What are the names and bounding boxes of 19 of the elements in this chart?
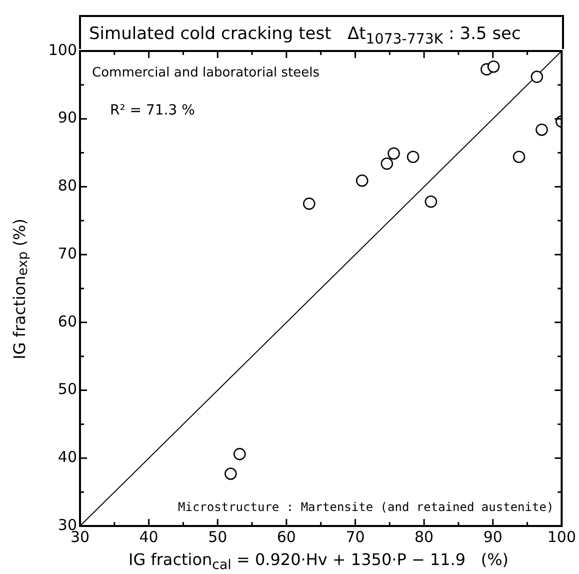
x-tick-label: 50 — [208, 528, 228, 546]
y-tick-label: 80 — [58, 176, 77, 195]
x-tick-label: 60 — [276, 528, 296, 546]
chart-title: Simulated cold cracking test Δt$_{1073-773K}$ : 3.5 sec — [79, 15, 564, 49]
y-tick-label: 50 — [58, 380, 77, 398]
y-tick-label: 60 — [58, 312, 77, 330]
x-tick-label: 80 — [414, 528, 434, 546]
y-tick-label: 90 — [58, 108, 77, 127]
y-tick-label: 100 — [48, 40, 77, 59]
x-tick-label: 70 — [346, 528, 365, 546]
y-tick-label: 40 — [58, 448, 77, 466]
y-tick-label: 70 — [58, 244, 77, 262]
x-tick-label: 90 — [483, 528, 502, 546]
x-axis-title: IG fraction$_{cal}$ = 0.920·Hv + 1350·P − 11.9 (%) — [127, 550, 510, 574]
annotation: Commercial and laboratorial steels — [92, 65, 320, 80]
annotation: Microstructure : Martensite (and retained austenite) — [178, 500, 554, 514]
annotation: R² = 71.3 % — [110, 102, 195, 119]
x-tick-label: 40 — [139, 528, 158, 546]
x-tick-label: 100 — [547, 528, 576, 546]
